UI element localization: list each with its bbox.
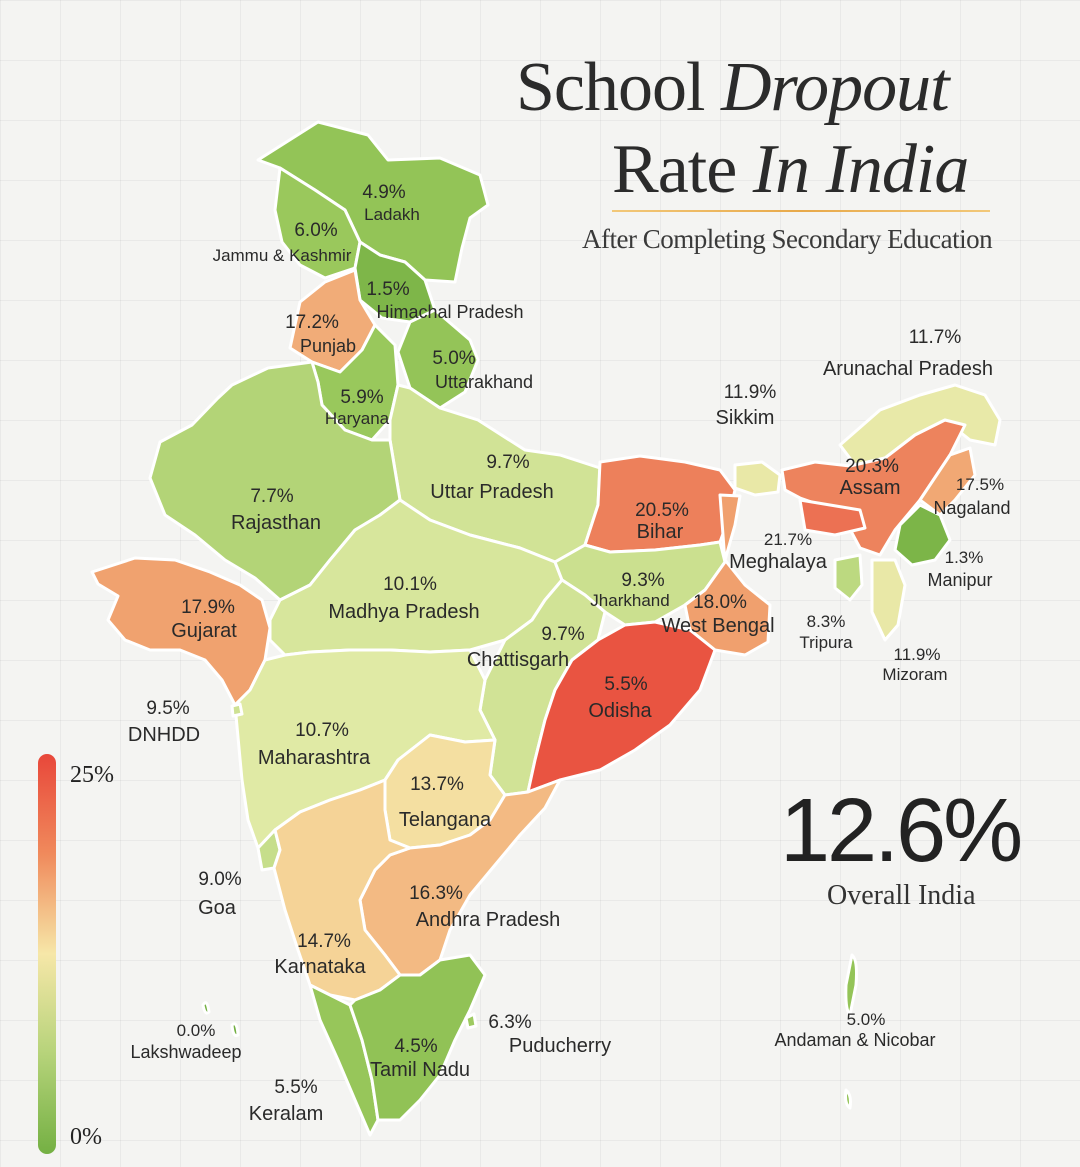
label-dnhdd: 9.5% DNHDD: [128, 698, 200, 746]
label-rajasthan: 7.7% Rajasthan: [231, 486, 321, 534]
label-uttarakhand: 5.0% Uttarakhand: [432, 348, 533, 392]
page-title-line-1: School Dropout: [516, 49, 950, 126]
label-gujarat: 17.9% Gujarat: [171, 597, 237, 642]
region-puducherry: [464, 1012, 478, 1030]
region-himachal-pradesh: [353, 240, 437, 324]
region-tamil-nadu: [348, 953, 487, 1122]
label-puducherry: 6.3% Puducherry: [488, 1012, 611, 1057]
region-mizoram: [870, 558, 907, 642]
region-manipur: [893, 503, 952, 567]
label-mizoram: 11.9% Mizoram: [882, 645, 947, 684]
label-odisha: 5.5% Odisha: [588, 674, 652, 722]
label-uttar-pradesh: 9.7% Uttar Pradesh: [430, 452, 553, 503]
label-jharkhand: 9.3% Jharkhand: [590, 570, 669, 610]
legend-max-label: 25%: [70, 762, 114, 788]
region-jammu-kashmir: [273, 166, 362, 280]
label-haryana: 5.9% Haryana: [325, 387, 390, 428]
label-bihar: 20.5% Bihar: [635, 500, 689, 543]
label-maharashtra: 10.7% Maharashtra: [258, 720, 371, 769]
label-jammu-kashmir: 6.0% Jammu & Kashmir: [213, 220, 352, 265]
label-sikkim: 11.9% Sikkim: [716, 382, 777, 429]
label-himachal-pradesh: 1.5% Himachal Pradesh: [366, 279, 523, 322]
region-meghalaya: [798, 498, 867, 537]
label-arunachal-pradesh: 11.7% Arunachal Pradesh: [823, 327, 993, 380]
page-subtitle: After Completing Secondary Education: [582, 224, 993, 254]
label-madhya-pradesh: 10.1% Madhya Pradesh: [328, 574, 479, 623]
label-goa: 9.0% Goa: [198, 869, 242, 919]
label-ladakh: 4.9% Ladakh: [362, 182, 420, 224]
region-karnataka: [272, 778, 412, 1002]
color-scale-legend: [38, 754, 56, 1154]
region-andaman-nicobar: [844, 953, 858, 1110]
overall-rate-label: Overall India: [827, 880, 976, 911]
overall-rate-value: 12.6%: [780, 781, 1023, 881]
label-andhra-pradesh: 16.3% Andhra Pradesh: [409, 883, 560, 931]
label-telangana: 13.7% Telangana: [399, 774, 492, 831]
label-punjab: 17.2% Punjab: [285, 312, 356, 356]
region-lakshwadeep: [201, 1001, 240, 1037]
label-andaman-nicobar: 5.0% Andaman & Nicobar: [774, 1010, 935, 1050]
region-west-bengal: [683, 493, 772, 657]
label-assam: 20.3% Assam: [839, 456, 900, 499]
label-keralam: 5.5% Keralam: [249, 1077, 323, 1125]
label-nagaland: 17.5% Nagaland: [933, 475, 1010, 518]
label-lakshwadeep: 0.0% Lakshwadeep: [130, 1021, 241, 1062]
label-tripura: 8.3% Tripura: [799, 612, 853, 652]
title-underline: [612, 210, 990, 212]
label-tamil-nadu: 4.5% Tamil Nadu: [370, 1036, 470, 1081]
region-sikkim: [733, 460, 782, 497]
label-chattisgarh: 9.7% Chattisgarh: [467, 624, 585, 671]
label-manipur: 1.3% Manipur: [927, 548, 992, 590]
region-odisha: [526, 620, 717, 794]
label-west-bengal: 18.0% West Bengal: [661, 592, 774, 637]
region-uttarakhand: [396, 308, 480, 410]
region-tripura: [833, 553, 864, 602]
legend-min-label: 0%: [70, 1124, 102, 1150]
label-meghalaya: 21.7% Meghalaya: [729, 530, 828, 573]
region-dnhdd: [230, 702, 244, 718]
page-title-line-2: Rate In India: [612, 131, 969, 208]
label-karnataka: 14.7% Karnataka: [274, 931, 366, 978]
